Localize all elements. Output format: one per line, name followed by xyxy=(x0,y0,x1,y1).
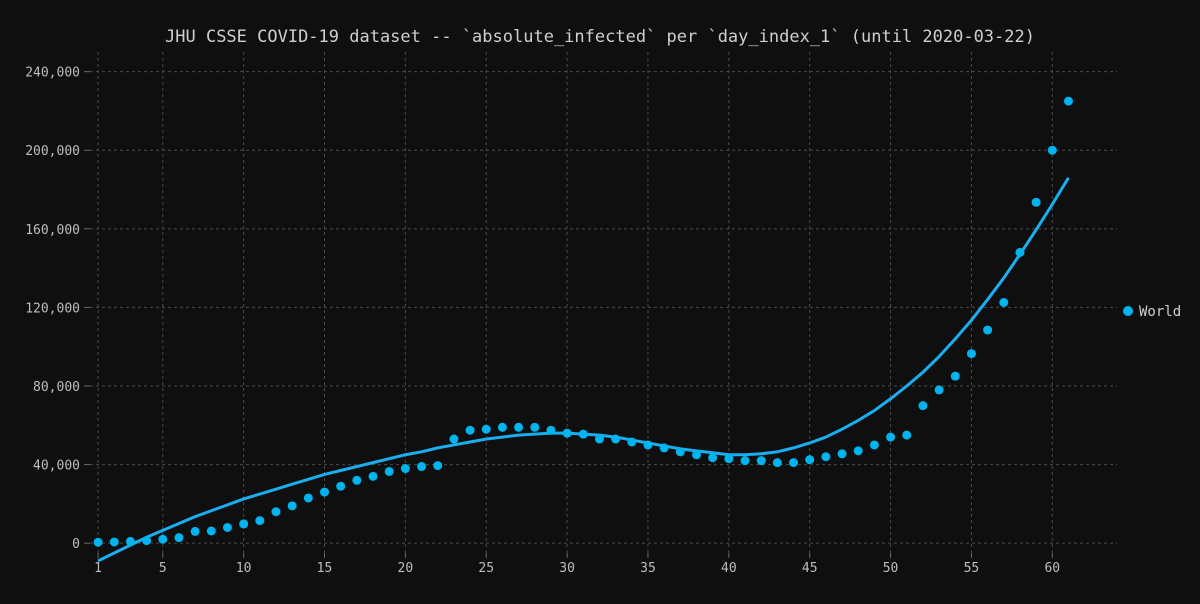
data-point xyxy=(481,424,491,434)
x-tick-label: 60 xyxy=(1044,561,1060,576)
x-tick-label: 20 xyxy=(398,561,414,576)
plot-area xyxy=(93,96,1073,563)
data-point xyxy=(320,487,330,497)
data-point xyxy=(352,475,362,485)
data-point xyxy=(449,434,459,444)
x-tick-label: 50 xyxy=(883,561,899,576)
data-point xyxy=(336,481,346,491)
data-point xyxy=(692,450,701,460)
y-tick-label: 240,000 xyxy=(25,66,80,81)
data-point xyxy=(999,298,1009,307)
data-point xyxy=(287,501,297,511)
data-point xyxy=(578,429,588,439)
data-point xyxy=(708,453,718,463)
data-point xyxy=(1047,145,1057,155)
data-point xyxy=(125,536,135,546)
data-point xyxy=(950,371,960,381)
data-point xyxy=(546,425,556,435)
data-point xyxy=(643,440,653,450)
y-tick-label: 160,000 xyxy=(25,223,80,238)
data-point xyxy=(837,449,847,459)
data-point xyxy=(659,443,669,453)
x-tick-label: 15 xyxy=(317,561,333,576)
data-point xyxy=(384,466,394,476)
data-point xyxy=(918,401,928,411)
data-point xyxy=(902,430,912,440)
x-axis: 1 5 10 15 20 25 30 35 40 45 50 55 60 xyxy=(94,553,1060,576)
data-point xyxy=(400,464,410,474)
x-tick-label: 30 xyxy=(559,561,575,576)
legend: World xyxy=(1123,304,1181,320)
data-point xyxy=(886,432,896,442)
data-point xyxy=(174,533,184,543)
data-point xyxy=(562,428,572,438)
y-tick-label: 80,000 xyxy=(33,380,80,395)
data-point xyxy=(190,526,200,536)
data-point xyxy=(109,537,119,547)
data-point xyxy=(255,516,265,526)
grid xyxy=(90,52,1117,553)
x-tick-label: 10 xyxy=(236,561,252,576)
data-point xyxy=(93,537,103,547)
x-tick-label: 55 xyxy=(964,561,980,576)
data-point xyxy=(983,325,993,335)
x-tick-label: 1 xyxy=(94,561,102,576)
y-tick-label: 0 xyxy=(72,537,80,552)
data-point xyxy=(675,447,685,457)
data-point xyxy=(514,422,524,432)
y-tick-label: 40,000 xyxy=(33,459,80,474)
data-point xyxy=(934,385,944,395)
data-point xyxy=(417,462,427,472)
data-point xyxy=(821,452,831,462)
data-point xyxy=(966,349,976,359)
y-axis: 0 40,000 80,000 120,000 160,000 200,000 240,00… xyxy=(25,66,90,552)
data-point xyxy=(271,507,281,517)
data-point xyxy=(433,461,443,471)
data-point xyxy=(627,437,637,447)
data-point xyxy=(594,434,604,444)
data-point xyxy=(303,493,313,503)
data-point xyxy=(239,519,249,529)
data-point xyxy=(1031,197,1041,207)
data-point xyxy=(158,534,168,544)
x-tick-label: 45 xyxy=(802,561,818,576)
data-point xyxy=(206,526,216,536)
data-point xyxy=(142,536,152,546)
data-point xyxy=(772,458,782,468)
x-tick-label: 25 xyxy=(478,561,494,576)
data-point xyxy=(368,471,378,481)
x-tick-label: 35 xyxy=(640,561,656,576)
y-tick-label: 200,000 xyxy=(25,144,80,159)
data-point xyxy=(1063,96,1073,106)
y-tick-label: 120,000 xyxy=(25,301,80,316)
data-point xyxy=(740,456,750,466)
data-point xyxy=(497,422,507,432)
data-point xyxy=(869,440,879,450)
data-point xyxy=(611,434,621,444)
data-point xyxy=(222,522,232,532)
data-point xyxy=(530,422,540,432)
data-point xyxy=(805,455,815,465)
x-tick-label: 40 xyxy=(721,561,737,576)
data-point xyxy=(1015,247,1025,257)
data-point xyxy=(465,425,475,435)
x-tick-label: 5 xyxy=(159,561,167,576)
data-point xyxy=(724,454,734,464)
data-point xyxy=(756,456,766,466)
legend-marker xyxy=(1123,306,1133,316)
chart-title: JHU CSSE COVID-19 dataset -- `absolute_i… xyxy=(165,27,1035,47)
data-point xyxy=(853,446,863,456)
legend-label-world: World xyxy=(1139,304,1181,320)
data-point xyxy=(789,458,799,468)
